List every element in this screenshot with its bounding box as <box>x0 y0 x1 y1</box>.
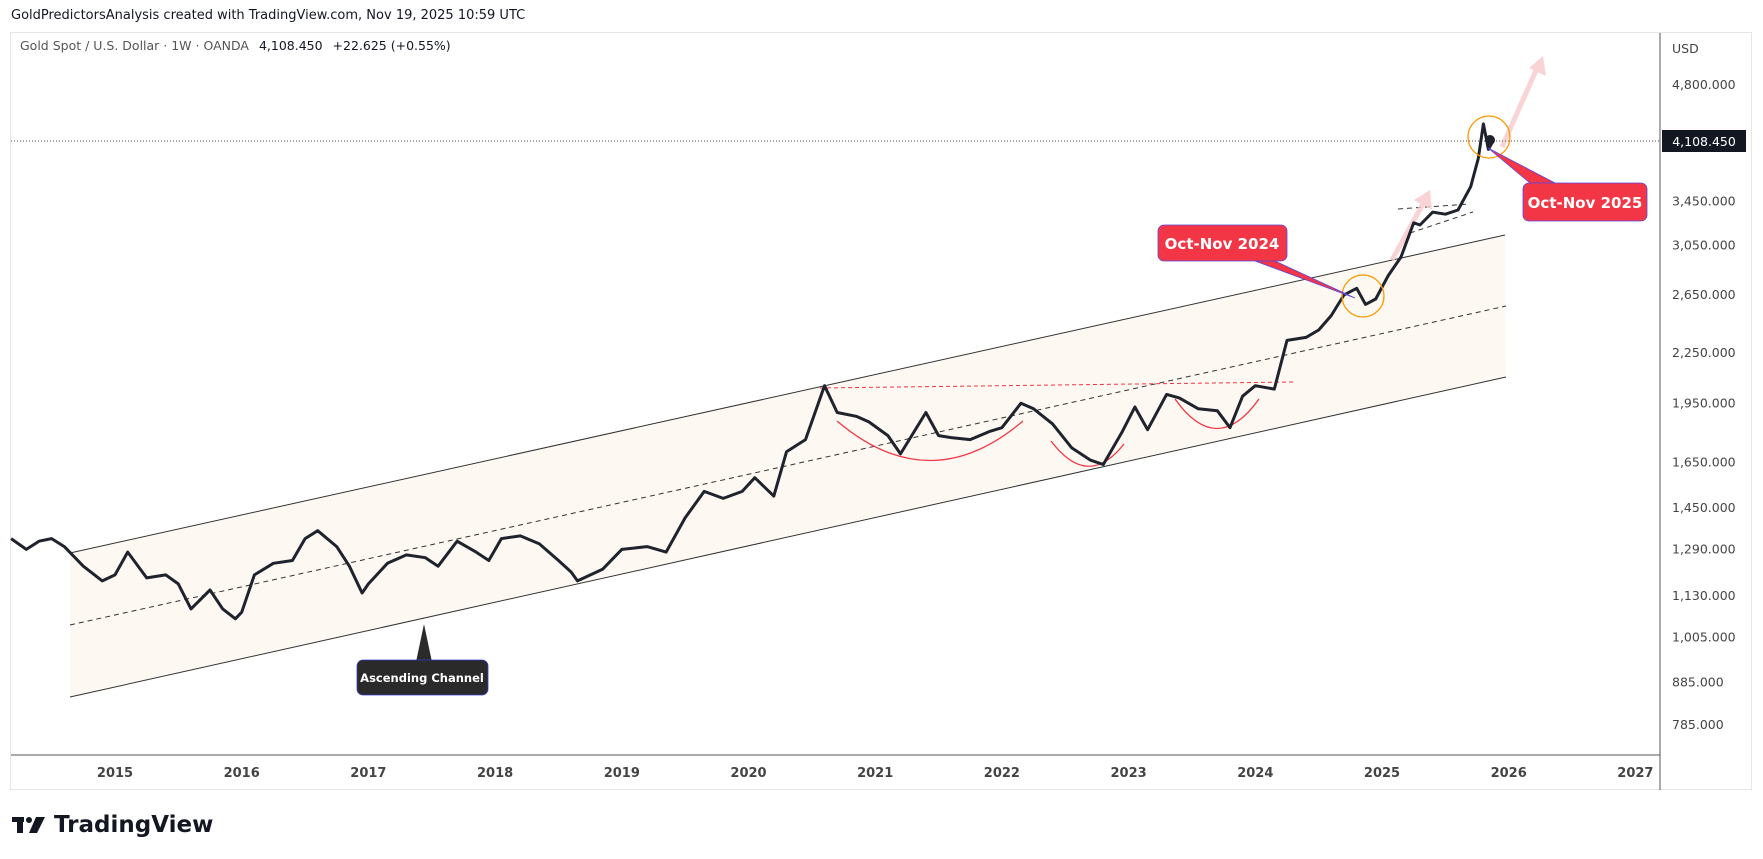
year-tick-label: 2027 <box>1617 766 1653 781</box>
year-tick-label: 2018 <box>477 766 513 781</box>
symbol-name[interactable]: Gold Spot / U.S. Dollar · 1W · OANDA <box>20 38 249 53</box>
price-tick-label: 1,650.000 <box>1672 454 1736 469</box>
year-tick-label: 2019 <box>604 766 640 781</box>
channel-upper-line[interactable] <box>69 234 1506 554</box>
currency-label[interactable]: USD <box>1672 41 1699 56</box>
callout-2025[interactable]: Oct-Nov 2025 <box>1487 147 1648 222</box>
price-tick-label: 3,050.000 <box>1672 237 1736 252</box>
flag-upper-line[interactable] <box>1397 203 1471 210</box>
price-tick-label: 2,250.000 <box>1672 345 1736 360</box>
ascending-channel-callout[interactable]: Ascending Channel <box>356 624 489 696</box>
price-tick-label: 1,290.000 <box>1672 541 1736 556</box>
arrow-up-2025[interactable] <box>1389 190 1432 262</box>
last-price: 4,108.450 <box>258 38 323 53</box>
resistance-dashed-line[interactable] <box>819 381 1294 389</box>
callout-2024-text: Oct-Nov 2024 <box>1165 235 1280 253</box>
price-tick-label: 2,650.000 <box>1672 287 1736 302</box>
price-tick-label: 4,800.000 <box>1672 77 1736 92</box>
price-tick-label: 3,450.000 <box>1672 194 1736 209</box>
year-tick-label: 2024 <box>1237 766 1273 781</box>
year-tick-label: 2020 <box>730 766 766 781</box>
callout-2024[interactable]: Oct-Nov 2024 <box>1157 224 1356 299</box>
year-tick-label: 2021 <box>857 766 893 781</box>
flag-lower-line[interactable] <box>1409 211 1474 234</box>
price-tick-label: 1,950.000 <box>1672 395 1736 410</box>
price-change: +22.625 (+0.55%) <box>332 38 451 53</box>
tradingview-logo[interactable]: TradingView <box>12 812 213 838</box>
rounded-bottom-arc-3[interactable] <box>1174 398 1260 430</box>
price-line[interactable] <box>10 122 1495 621</box>
highlight-circle-2025[interactable] <box>1467 115 1511 159</box>
symbol-legend: Gold Spot / U.S. Dollar · 1W · OANDA 4,1… <box>20 38 457 53</box>
channel-fill <box>70 235 1506 697</box>
year-tick-label: 2017 <box>350 766 386 781</box>
current-price-tag: 4,108.450 <box>1662 130 1746 152</box>
year-tick-label: 2015 <box>97 766 133 781</box>
year-tick-label: 2016 <box>224 766 260 781</box>
price-chart[interactable]: Oct-Nov 2024 Oct-Nov 2025 Ascending Chan… <box>0 0 1763 800</box>
time-axis[interactable]: 2015 2016 2017 2018 2019 2020 2021 2022 2023 2024… <box>97 766 1654 781</box>
price-tick-label: 785.000 <box>1672 717 1724 732</box>
year-tick-label: 2023 <box>1111 766 1147 781</box>
year-tick-label: 2025 <box>1364 766 1400 781</box>
arrow-up-2026[interactable] <box>1499 56 1546 149</box>
price-tick-label: 1,130.000 <box>1672 588 1736 603</box>
price-axis[interactable]: 4,800.000 3,450.000 3,050.000 2,650.000 2,25… <box>1672 77 1736 732</box>
rounded-bottom-arc-1[interactable] <box>836 420 1024 461</box>
highlight-circle-2024[interactable] <box>1341 274 1385 318</box>
chart-frame <box>10 32 1752 790</box>
rounded-bottom-arc-2[interactable] <box>1050 440 1125 467</box>
tradingview-logo-icon <box>12 817 45 833</box>
price-tick-label: 885.000 <box>1672 675 1724 690</box>
last-price-dot <box>1485 135 1495 145</box>
price-tick-label: 1,450.000 <box>1672 500 1736 515</box>
channel-lower-line[interactable] <box>69 376 1507 698</box>
channel-mid-line[interactable] <box>69 305 1507 626</box>
year-tick-label: 2022 <box>984 766 1020 781</box>
price-tick-label: 1,005.000 <box>1672 630 1736 645</box>
chart-credit: GoldPredictorsAnalysis created with Trad… <box>11 8 526 23</box>
tradingview-logo-text: TradingView <box>54 812 214 838</box>
callout-2025-text: Oct-Nov 2025 <box>1528 194 1643 212</box>
year-tick-label: 2026 <box>1491 766 1527 781</box>
current-price-tag-text: 4,108.450 <box>1672 134 1736 149</box>
ascending-channel-text: Ascending Channel <box>360 671 484 685</box>
